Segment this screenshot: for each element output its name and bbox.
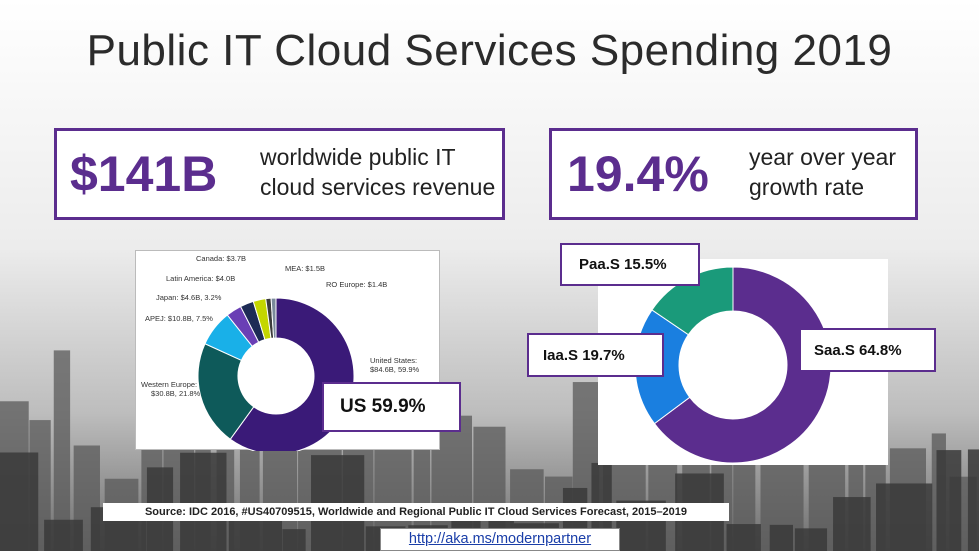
stat-growth-desc-line1: year over year	[749, 144, 897, 170]
regional-spending-panel: Canada: $3.7B MEA: $1.5B Latin America: …	[135, 250, 440, 455]
building	[44, 519, 83, 551]
modern-partner-link[interactable]: http://aka.ms/modernpartner	[380, 528, 620, 551]
building	[180, 452, 227, 551]
building	[0, 452, 39, 551]
building	[936, 450, 962, 551]
building	[833, 497, 871, 551]
label-us: United States:	[370, 356, 417, 365]
building	[876, 483, 933, 551]
page-title: Public IT Cloud Services Spending 2019	[86, 26, 893, 75]
label-mea: MEA: $1.5B	[285, 264, 325, 273]
stat-growth-desc-line2: growth rate	[749, 174, 865, 200]
building	[53, 350, 71, 551]
regional-slice-7	[270, 297, 277, 339]
label-japan: Japan: $4.6B, 3.2%	[156, 293, 222, 302]
stat-revenue-desc-line2: cloud services revenue	[260, 174, 496, 200]
label-canada: Canada: $3.7B	[196, 254, 246, 263]
source-citation: Source: IDC 2016, #US40709515, Worldwide…	[103, 503, 729, 521]
callout-iaas: Iaa.S 19.7%	[527, 333, 664, 377]
service-slice-2	[651, 266, 734, 336]
stat-revenue-desc-line1: worldwide public IT	[260, 144, 456, 170]
label-western-europe-value: $30.8B, 21.8%	[151, 389, 201, 398]
label-ro-europe: RO Europe: $1.4B	[326, 280, 387, 289]
service-slice-0	[653, 266, 832, 464]
building	[228, 515, 283, 551]
building	[794, 528, 828, 551]
label-us-value: $84.6B, 59.9%	[370, 365, 420, 374]
stat-growth-value: 19.4%	[567, 146, 709, 202]
stat-revenue-value: $141B	[70, 146, 218, 202]
building	[967, 449, 979, 551]
stat-box-revenue: $141B worldwide public IT cloud services…	[54, 128, 505, 220]
label-latin-america: Latin America: $4.0B	[166, 274, 235, 283]
label-apej: APEJ: $10.8B, 7.5%	[145, 314, 213, 323]
stat-box-growth: 19.4% year over year growth rate	[549, 128, 918, 220]
building	[769, 524, 794, 551]
building	[282, 529, 306, 551]
label-western-europe: Western Europe:	[141, 380, 197, 389]
regional-label-group: Canada: $3.7B MEA: $1.5B Latin America: …	[141, 254, 420, 398]
callout-us: US 59.9%	[322, 382, 461, 432]
callout-saas: Saa.S 64.8%	[799, 328, 936, 372]
building	[726, 524, 761, 551]
callout-paas: Paa.S 15.5%	[560, 243, 700, 286]
